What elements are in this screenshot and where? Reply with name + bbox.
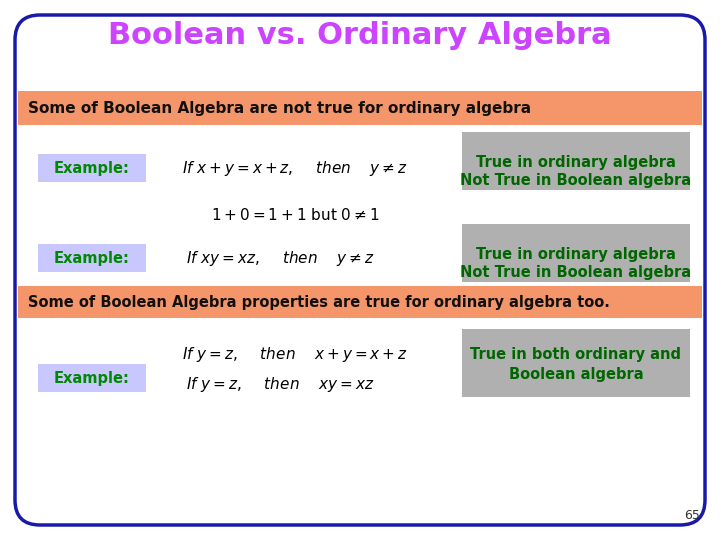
Text: True in ordinary algebra: True in ordinary algebra — [476, 154, 676, 170]
Bar — [18, 91, 702, 125]
Text: Boolean algebra: Boolean algebra — [509, 368, 643, 382]
Text: If $y=z,\quad$ then $\quad x+y = x+z$: If $y=z,\quad$ then $\quad x+y = x+z$ — [182, 346, 408, 365]
FancyBboxPatch shape — [462, 132, 690, 190]
Text: Some of Boolean Algebra are not true for ordinary algebra: Some of Boolean Algebra are not true for… — [28, 100, 531, 116]
Text: True in both ordinary and: True in both ordinary and — [470, 348, 682, 362]
Text: True in ordinary algebra: True in ordinary algebra — [476, 246, 676, 261]
FancyBboxPatch shape — [38, 154, 146, 182]
Text: Some of Boolean Algebra properties are true for ordinary algebra too.: Some of Boolean Algebra properties are t… — [28, 294, 610, 309]
Text: 65: 65 — [684, 509, 700, 522]
Text: Boolean vs. Ordinary Algebra: Boolean vs. Ordinary Algebra — [108, 21, 612, 50]
FancyBboxPatch shape — [462, 329, 690, 397]
Text: Not True in Boolean algebra: Not True in Boolean algebra — [460, 172, 692, 187]
FancyBboxPatch shape — [38, 364, 146, 392]
Text: Example:: Example: — [54, 370, 130, 386]
Text: Example:: Example: — [54, 251, 130, 266]
Text: If $x+y = x+z,\quad$ then $\quad y \neq z$: If $x+y = x+z,\quad$ then $\quad y \neq … — [182, 159, 408, 178]
Text: If $y=z,\quad$ then $\quad xy = xz$: If $y=z,\quad$ then $\quad xy = xz$ — [186, 375, 374, 395]
FancyBboxPatch shape — [462, 224, 690, 282]
FancyBboxPatch shape — [38, 244, 146, 272]
Text: Example:: Example: — [54, 160, 130, 176]
FancyBboxPatch shape — [15, 15, 705, 525]
Bar — [18, 286, 702, 318]
Text: Not True in Boolean algebra: Not True in Boolean algebra — [460, 265, 692, 280]
Text: If $xy = xz,\quad$ then $\quad y \neq z$: If $xy = xz,\quad$ then $\quad y \neq z$ — [186, 248, 374, 267]
Text: $1+0=1+1$ but $0 \neq 1$: $1+0=1+1$ but $0 \neq 1$ — [211, 207, 379, 223]
